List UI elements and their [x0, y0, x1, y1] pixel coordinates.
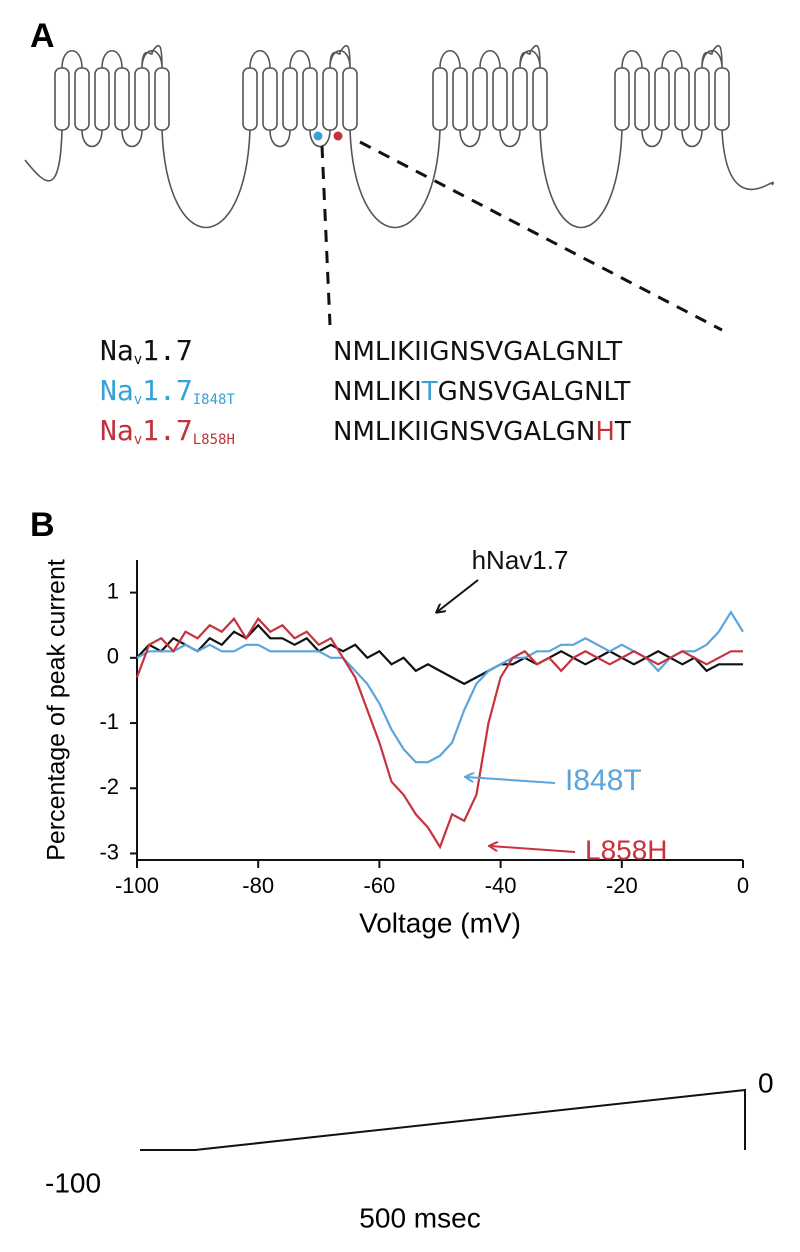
helix [512, 67, 528, 131]
variant-version: 1.7 [142, 374, 193, 407]
helix [674, 67, 690, 131]
loop [621, 44, 723, 148]
label-arrow [466, 777, 556, 784]
loop [61, 44, 163, 148]
sequence: NMLIKIIGNSVGALGNHT [333, 417, 631, 447]
helix [302, 67, 318, 131]
linker [349, 129, 441, 229]
variant-name: Nav1.7 [100, 334, 193, 368]
helix [532, 67, 548, 131]
helix [432, 67, 448, 131]
x-tick-label: -80 [242, 873, 274, 898]
zoom-line [359, 140, 723, 332]
variant-subscript: v [134, 432, 142, 448]
protocol-label: -100 [45, 1167, 101, 1198]
x-tick-label: -20 [606, 873, 638, 898]
series-label: hNav1.7 [472, 545, 569, 575]
helix [154, 67, 170, 131]
linker [161, 129, 251, 229]
helix [94, 67, 110, 131]
variant-prefix: Na [100, 414, 134, 447]
variant-prefix: Na [100, 374, 134, 407]
helix [242, 67, 258, 131]
helix [282, 67, 298, 131]
y-tick-label: -1 [99, 709, 119, 734]
helix [492, 67, 508, 131]
loop [439, 44, 541, 148]
series-line [136, 623, 743, 686]
series-label: L858H [585, 834, 668, 865]
residues: T [614, 417, 631, 447]
helix [452, 67, 468, 131]
helix [634, 67, 650, 131]
helix [114, 67, 130, 131]
residues: NMLIKIIGNSVGALGN [333, 417, 595, 447]
mutated-residue: T [421, 377, 438, 407]
n-terminus [24, 129, 63, 182]
ramp-protocol [140, 1088, 746, 1151]
y-tick-label: -2 [99, 774, 119, 799]
mutated-residue: H [595, 417, 615, 447]
y-axis-title: Percentage of peak current [43, 559, 71, 861]
c-terminus [721, 129, 774, 191]
series-line [135, 616, 743, 850]
protocol-label: 0 [758, 1067, 774, 1098]
series-line [136, 610, 744, 764]
variant-name: Nav1.7L858H [100, 414, 235, 448]
x-axis-title: Voltage (mV) [359, 907, 521, 938]
series-label: I848T [565, 764, 642, 797]
y-tick-label: 1 [107, 578, 119, 603]
channel-cartoon [24, 44, 774, 229]
label-arrow [490, 846, 576, 853]
panel-label: B [30, 506, 55, 544]
mutation-dot [333, 131, 343, 141]
sequence: NMLIKIIGNSVGALGNLT [333, 337, 622, 367]
mutation-dot [313, 131, 323, 141]
helix [262, 67, 278, 131]
helix [654, 67, 670, 131]
variant-mutation: I848T [193, 392, 236, 408]
sequence: NMLIKITGNSVGALGNLT [333, 377, 630, 407]
helix [714, 67, 730, 131]
residues: NMLIKIIGNSVGALGNLT [333, 337, 622, 367]
helix [74, 67, 90, 131]
protocol-duration: 500 msec [359, 1202, 480, 1233]
helix [694, 67, 710, 131]
helix [134, 67, 150, 131]
helix [54, 67, 70, 131]
helix [472, 67, 488, 131]
helix [322, 67, 338, 131]
helix [614, 67, 630, 131]
variant-subscript: v [134, 392, 142, 408]
label-arrow [437, 579, 479, 612]
x-tick-label: 0 [737, 873, 749, 898]
residues: GNSVGALGNLT [438, 377, 631, 407]
helix [342, 67, 358, 131]
variant-subscript: v [134, 352, 142, 368]
x-tick-label: -60 [364, 873, 396, 898]
variant-mutation: L858H [193, 432, 235, 448]
linker [539, 129, 623, 229]
variant-prefix: Na [100, 334, 134, 367]
y-tick-label: -3 [99, 839, 119, 864]
zoom-line [320, 145, 332, 326]
loop [249, 44, 351, 148]
residues: NMLIKI [333, 377, 422, 407]
y-tick-label: 0 [107, 644, 119, 669]
panel-label: A [30, 17, 55, 55]
variant-version: 1.7 [142, 334, 193, 367]
x-tick-label: -40 [485, 873, 517, 898]
variant-version: 1.7 [142, 414, 193, 447]
variant-name: Nav1.7I848T [100, 374, 235, 408]
x-tick-label: -100 [115, 873, 159, 898]
